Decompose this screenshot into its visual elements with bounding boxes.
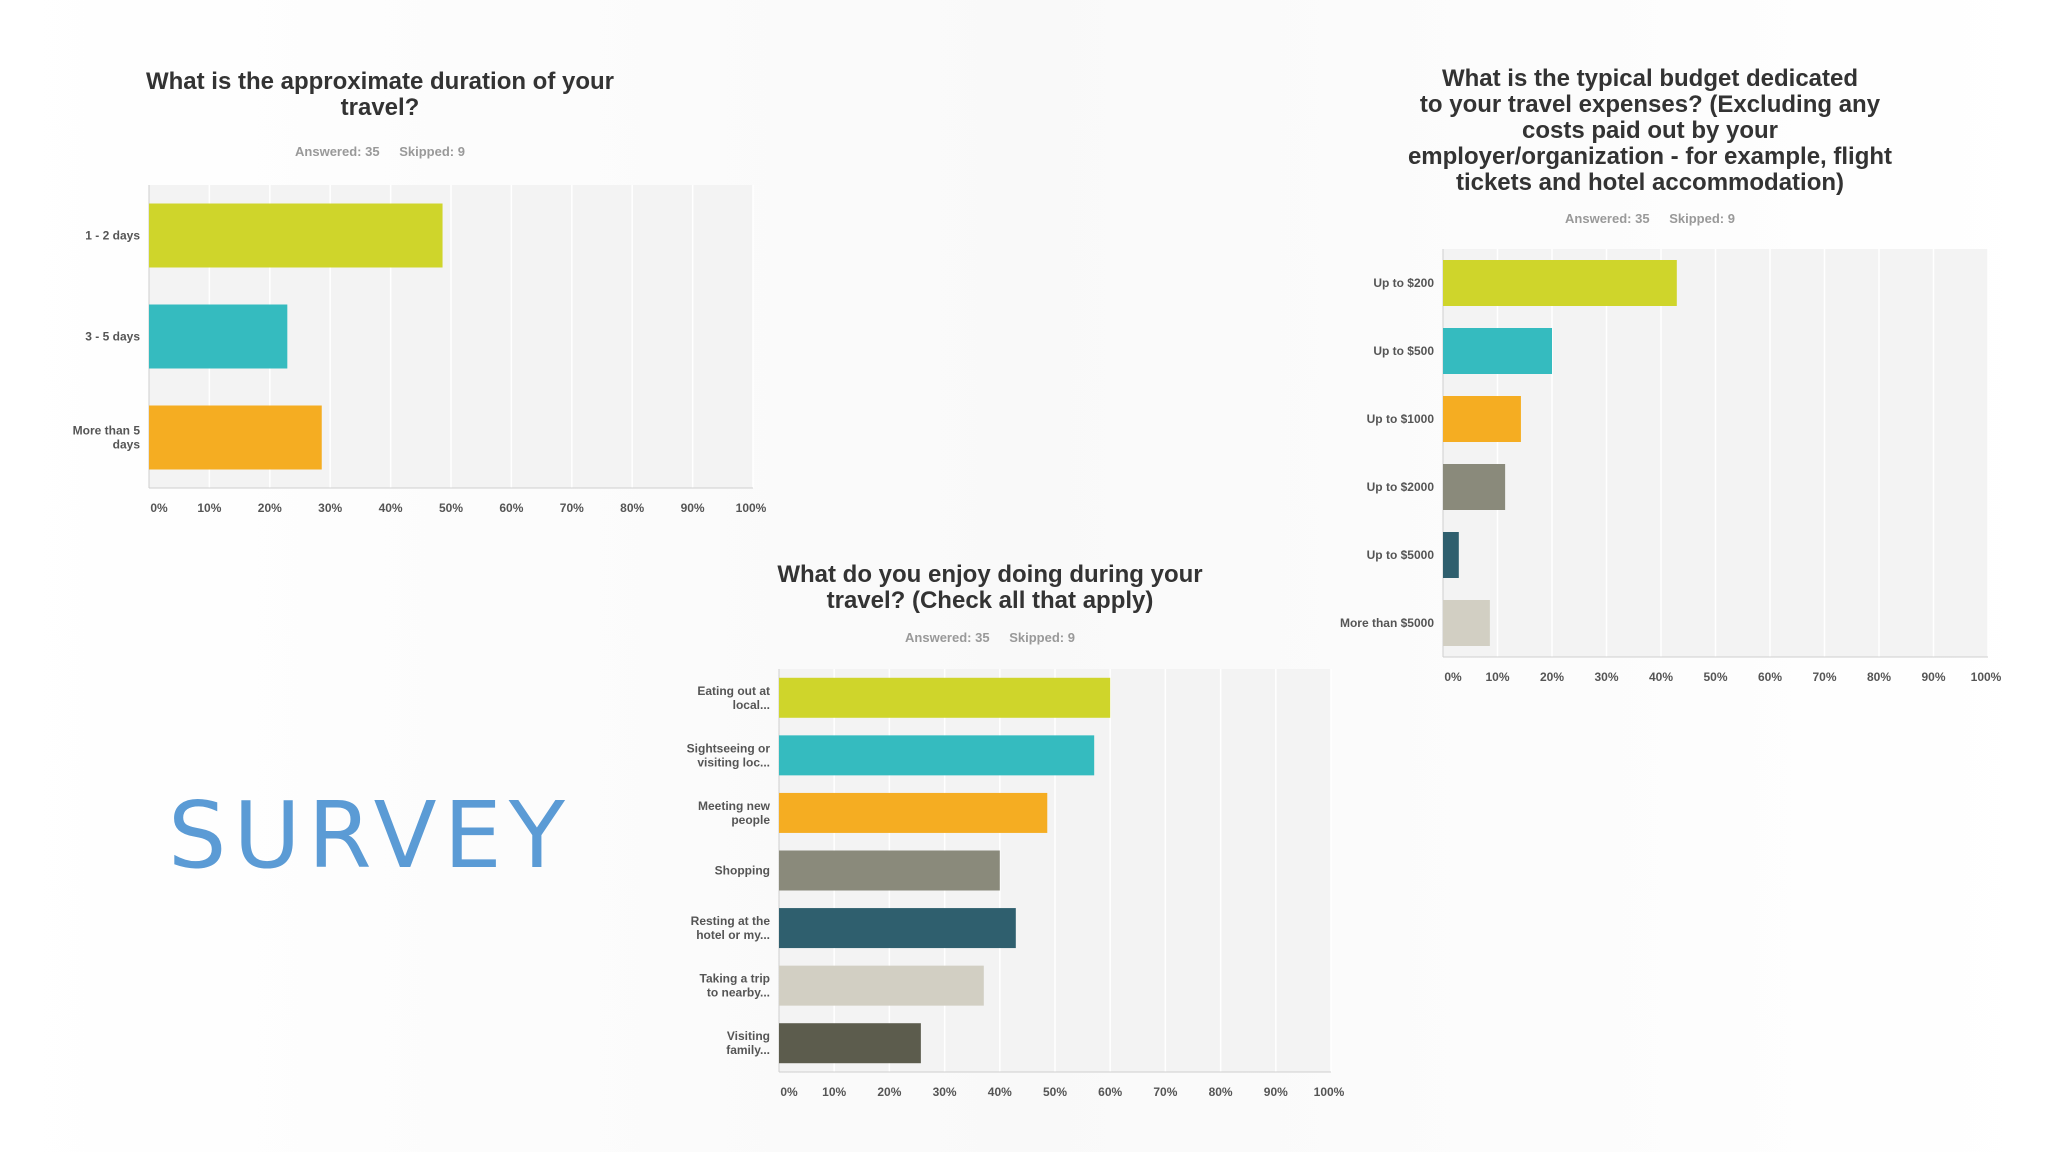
tick-label: 40% [1649,670,1673,684]
category-label: Up to $1000 [1367,412,1435,426]
tick-label: 0% [780,1085,798,1099]
chart-title: What is the approximate duration of your… [145,68,615,121]
answered-count: Answered: 35 [905,630,990,645]
response-meta: Answered: 35 Skipped: 9 [100,144,660,159]
bar-sightseeing-or-visiting-loc [779,735,1095,776]
category-label: Resting at the hotel or my... [691,914,771,942]
tick-label: 20% [1540,670,1564,684]
bar-meeting-new-people [779,792,1048,833]
bar-shopping [779,850,1000,891]
category-label: Eating out at local... [697,684,770,712]
tick-label: 90% [1921,670,1945,684]
category-label: Taking a trip to nearby... [700,972,770,1000]
bar-plot: 1 - 2 days 3 - 5 days More than 5 days 0% 10%… [73,185,767,515]
bar-visiting-family [779,1023,921,1064]
tick-label: 30% [933,1085,957,1099]
tick-label: 40% [379,501,403,515]
tick-label: 20% [877,1085,901,1099]
bar-up-to-200 [1443,260,1677,306]
tick-label: 70% [1812,670,1836,684]
skipped-count: Skipped: 9 [1669,211,1735,226]
bar-taking-a-trip-to-nearby [779,965,984,1006]
category-label: Sightseeing or visiting loc... [687,741,771,769]
tick-label: 0% [150,501,168,515]
bar-eating-out-at-local [779,677,1111,718]
tick-label: 0% [1444,670,1462,684]
response-meta: Answered: 35 Skipped: 9 [1380,211,1920,226]
skipped-count: Skipped: 9 [1009,630,1075,645]
duration-chart: What is the approximate duration of your… [0,0,800,540]
bar-plot: Up to $200 Up to $500 Up to $1000 Up to $20… [1340,249,2002,684]
bar-more-than-5-days [149,405,322,470]
response-meta: Answered: 35 Skipped: 9 [720,630,1260,645]
tick-label: 50% [1043,1085,1067,1099]
bar-up-to-500 [1443,328,1552,374]
bar-up-to-1000 [1443,396,1521,442]
category-label: Up to $500 [1373,344,1434,358]
tick-label: 10% [197,501,221,515]
category-label: More than 5 days [73,424,141,452]
category-label: Up to $5000 [1367,548,1435,562]
budget-chart: What is the typical budget dedicated to … [1340,65,2002,685]
category-label: Up to $2000 [1367,480,1435,494]
tick-label: 60% [1758,670,1782,684]
tick-label: 50% [439,501,463,515]
answered-count: Answered: 35 [1565,211,1650,226]
tick-label: 60% [1098,1085,1122,1099]
chart-title: What do you enjoy doing during your trav… [777,561,1203,614]
tick-label: 80% [1209,1085,1233,1099]
bar-up-to-2000 [1443,464,1506,510]
tick-label: 20% [258,501,282,515]
tick-label: 30% [1594,670,1618,684]
tick-label: 100% [1314,1085,1345,1099]
category-label: 1 - 2 days [85,229,140,243]
category-label: More than $5000 [1340,616,1434,630]
bar-up-to-5000 [1443,532,1459,578]
bar-3-5-days [149,304,288,369]
category-label: Up to $200 [1373,276,1434,290]
bar-resting-at-the-hotel-or-my [779,908,1016,949]
tick-label: 90% [1264,1085,1288,1099]
tick-label: 80% [620,501,644,515]
tick-label: 80% [1867,670,1891,684]
tick-label: 50% [1703,670,1727,684]
skipped-count: Skipped: 9 [399,144,465,159]
tick-label: 10% [1485,670,1509,684]
survey-label: SURVEY [168,782,572,889]
bar-more-than-5000 [1443,600,1490,646]
tick-label: 90% [681,501,705,515]
tick-label: 30% [318,501,342,515]
tick-label: 100% [1971,670,2002,684]
tick-label: 70% [1153,1085,1177,1099]
tick-label: 100% [736,501,767,515]
answered-count: Answered: 35 [295,144,380,159]
category-label: 3 - 5 days [85,330,140,344]
category-label: Meeting new people [698,799,771,827]
category-label: Visiting family... [726,1029,770,1057]
tick-label: 10% [822,1085,846,1099]
bar-1-2-days [149,203,443,268]
tick-label: 70% [560,501,584,515]
chart-title: What is the typical budget dedicated to … [1407,65,1893,196]
category-label: Shopping [715,864,770,878]
tick-label: 60% [499,501,523,515]
tick-label: 40% [988,1085,1012,1099]
